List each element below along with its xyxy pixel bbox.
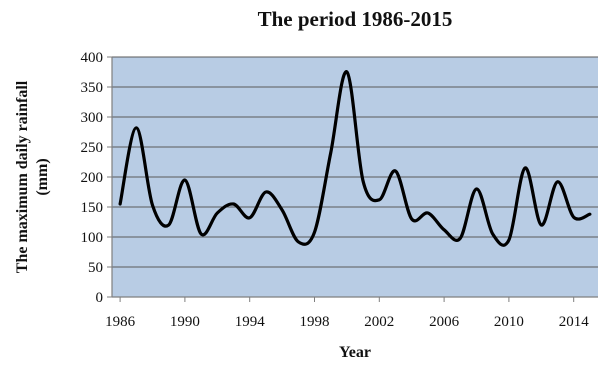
y-axis-title-line-2: (mm) [34, 158, 51, 195]
data-point-2008 [475, 187, 479, 191]
data-point-2001 [361, 179, 365, 183]
data-point-2015 [588, 212, 592, 216]
data-point-2005 [426, 211, 430, 215]
data-point-1998 [313, 230, 317, 234]
y-tick-label: 400 [81, 50, 104, 66]
data-point-1986 [118, 202, 122, 206]
data-point-1994 [248, 216, 252, 220]
data-point-2007 [458, 236, 462, 240]
data-point-1992 [215, 211, 219, 215]
x-axis-title: Year [339, 344, 371, 361]
y-tick-label: 350 [81, 80, 104, 96]
data-point-1991 [199, 232, 203, 236]
data-point-2011 [523, 166, 527, 170]
data-point-1988 [151, 203, 155, 207]
x-tick-label: 1990 [170, 314, 200, 330]
data-point-2014 [572, 215, 576, 219]
series-line [118, 70, 592, 247]
data-point-2009 [491, 232, 495, 236]
y-tick-label: 50 [88, 260, 103, 276]
x-tick-label: 2010 [494, 314, 524, 330]
data-point-2000 [345, 70, 349, 74]
x-tick-label: 1986 [105, 314, 136, 330]
data-point-2010 [507, 238, 511, 242]
y-tick-label: 100 [81, 230, 104, 246]
x-tick-label: 2006 [429, 314, 460, 330]
x-tick-label: 2002 [364, 314, 394, 330]
chart-title: The period 1986-2015 [258, 7, 453, 31]
y-tick-label: 250 [81, 140, 104, 156]
data-point-1989 [167, 223, 171, 227]
y-axis-title: The maximum daily rainfall (mm) [14, 80, 51, 273]
data-point-1990 [183, 178, 187, 182]
data-point-2012 [539, 223, 543, 227]
x-tick-label: 1994 [235, 314, 266, 330]
data-point-1995 [264, 190, 268, 194]
data-point-1993 [232, 202, 236, 206]
data-point-2006 [442, 228, 446, 232]
data-point-2003 [394, 169, 398, 173]
x-axis-ticks: 1986 1990 1994 1998 2002 2006 2010 2014 [105, 297, 589, 330]
y-tick-label: 200 [81, 170, 104, 186]
y-tick-label: 0 [96, 290, 104, 306]
data-point-2002 [377, 198, 381, 202]
y-axis-title-line-1: The maximum daily rainfall [14, 80, 31, 273]
y-tick-label: 300 [81, 110, 104, 126]
y-axis-ticks: 0 50 100 150 200 250 300 350 400 [81, 50, 112, 306]
data-point-1997 [296, 240, 300, 244]
y-tick-label: 150 [81, 200, 104, 216]
data-point-2013 [556, 180, 560, 184]
data-point-2004 [410, 217, 414, 221]
x-tick-label: 2014 [559, 314, 590, 330]
x-tick-label: 1998 [300, 314, 330, 330]
data-point-1987 [134, 126, 138, 130]
data-point-1996 [280, 208, 284, 212]
data-point-1999 [329, 151, 333, 155]
